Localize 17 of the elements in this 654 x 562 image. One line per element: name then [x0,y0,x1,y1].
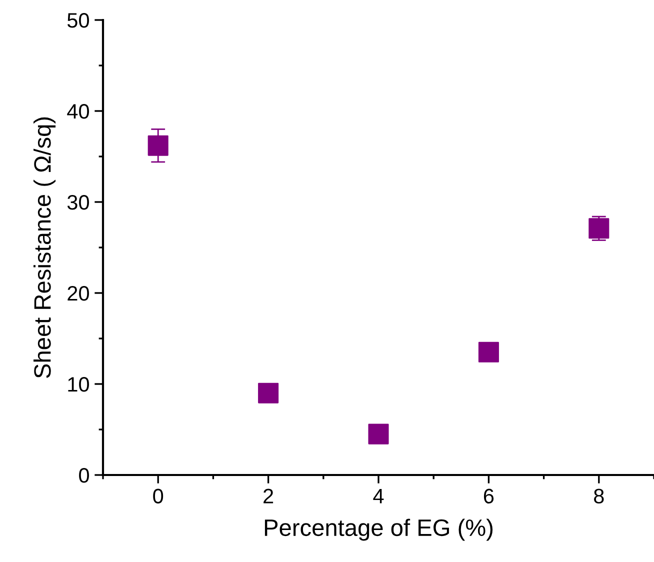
x-tick-label: 4 [373,488,384,504]
y-tick-label: 20 [68,286,89,301]
y-tick-label: 40 [67,104,89,119]
point [258,382,279,404]
x-tick-label: 2 [264,488,274,504]
x-tick-label: 0 [153,488,164,504]
y-axis-title: Sheet Resistance ( Ω/sq) [34,117,56,378]
x-tick-label: 8 [594,488,604,504]
point [478,342,499,362]
y-tick-label: 50 [67,13,89,28]
x-axis-title: Percentage of EG (%) [264,518,493,541]
point [368,424,389,444]
point [148,135,168,156]
y-tick-label: 0 [79,468,89,483]
x-tick-label: 6 [484,488,494,504]
y-tick-label: 30 [67,195,89,210]
y-tick-label: 10 [68,377,89,392]
